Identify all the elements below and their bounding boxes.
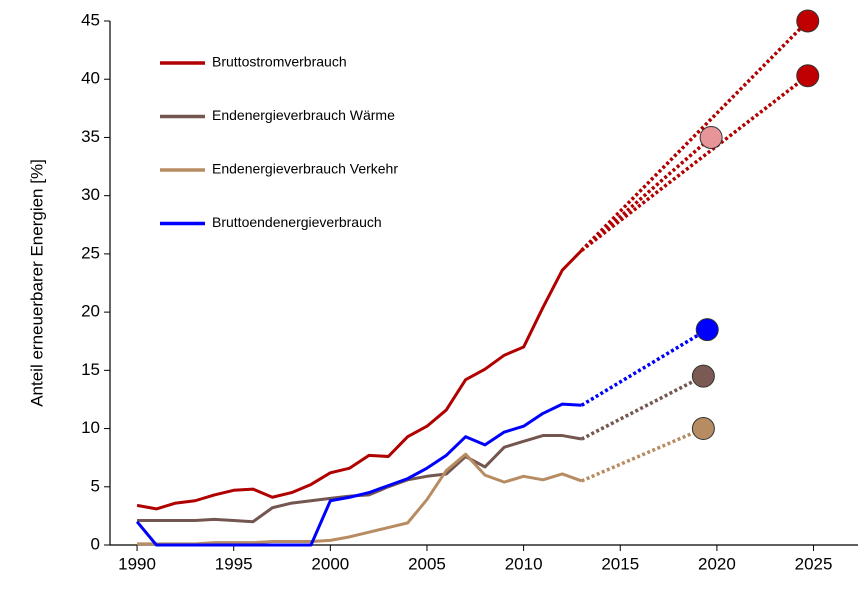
projection-line: [580, 374, 705, 441]
legend-label: Bruttostromverbrauch: [212, 54, 347, 70]
legend-label: Endenergieverbrauch Verkehr: [212, 161, 398, 177]
y-tick-label: 5: [91, 476, 100, 495]
x-tick-label: 2000: [311, 554, 349, 573]
y-tick-label: 45: [81, 10, 100, 29]
projection-line: [580, 19, 809, 252]
series-line: [137, 452, 583, 546]
x-tick-label: 2010: [505, 554, 543, 573]
y-tick-label: 15: [81, 360, 100, 379]
target-marker: [691, 364, 715, 388]
y-tick-label: 30: [81, 185, 100, 204]
y-tick-label: 35: [81, 127, 100, 146]
series-line: [135, 402, 582, 547]
target-marker: [796, 9, 820, 33]
legend-label: Bruttoendenergieverbrauch: [212, 214, 382, 230]
y-axis-label: Anteil erneuerbarer Energien [%]: [27, 159, 46, 407]
legend-label: Endenergieverbrauch Wärme: [212, 107, 395, 123]
x-tick-label: 1990: [118, 554, 156, 573]
target-marker: [691, 417, 715, 441]
x-tick-label: 2025: [795, 554, 833, 573]
y-tick-label: 0: [91, 534, 100, 553]
y-tick-label: 10: [81, 418, 100, 437]
x-tick-label: 2005: [408, 554, 446, 573]
target-marker: [695, 318, 719, 342]
x-tick-label: 1995: [215, 554, 253, 573]
projection-line: [580, 426, 705, 483]
x-tick-label: 2015: [601, 554, 639, 573]
target-marker: [699, 125, 723, 149]
projection-line: [580, 136, 713, 252]
y-tick-label: 40: [81, 69, 100, 88]
y-tick-label: 25: [81, 243, 100, 262]
projection-line: [580, 74, 809, 252]
target-marker: [796, 64, 820, 88]
projection-line: [580, 328, 709, 407]
x-tick-label: 2020: [698, 554, 736, 573]
series-line: [136, 249, 583, 511]
y-tick-label: 20: [81, 302, 100, 321]
